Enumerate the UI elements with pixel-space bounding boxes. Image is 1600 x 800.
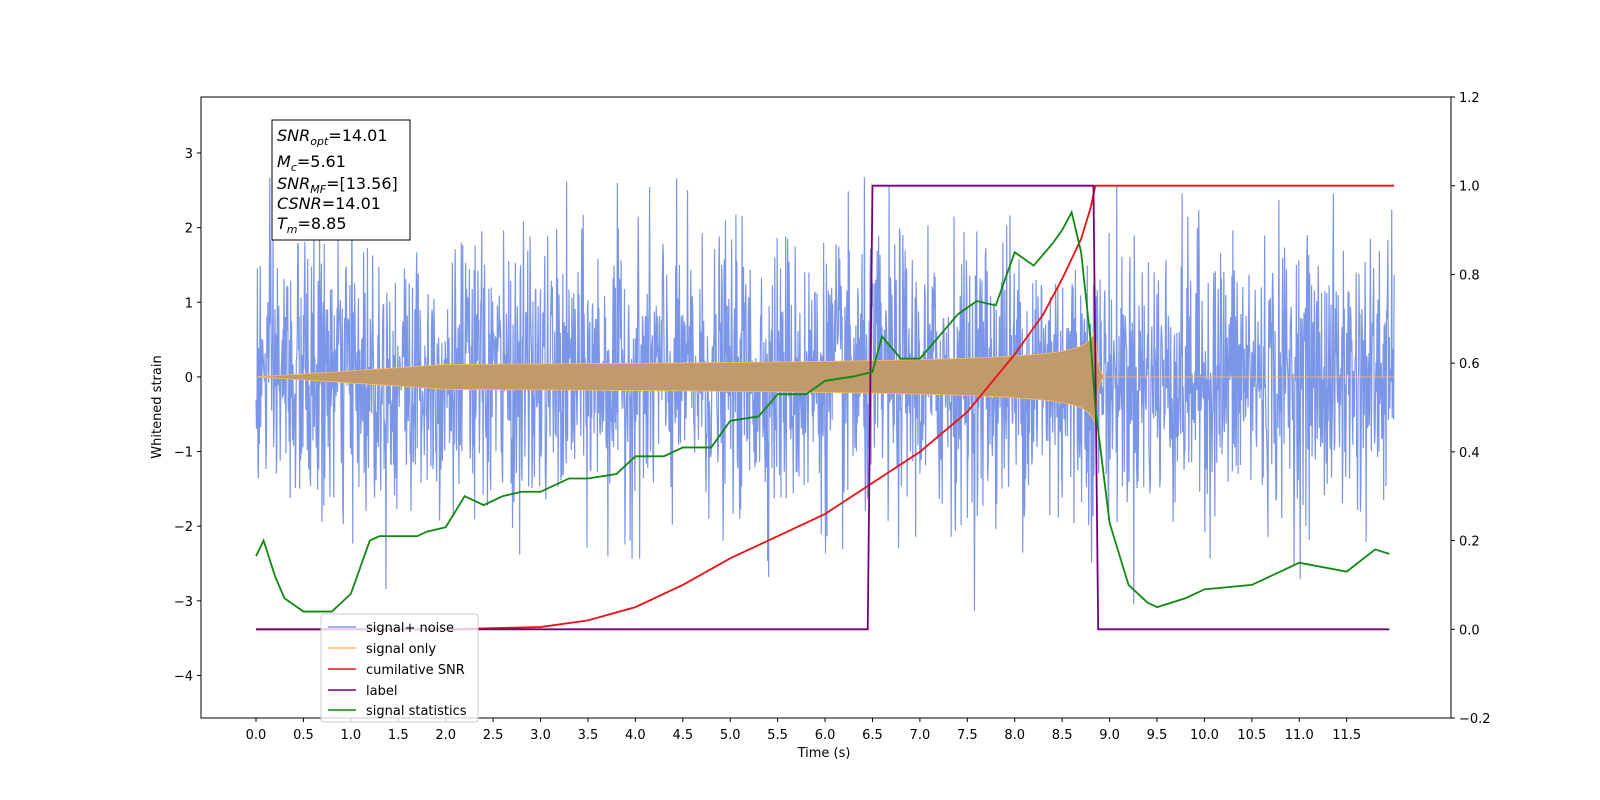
y-tick-label: −4 — [174, 669, 193, 684]
y-tick-label: −3 — [174, 595, 193, 610]
x-tick-label: 5.0 — [720, 728, 741, 743]
x-tick-label: 9.0 — [1099, 728, 1120, 743]
y-axis-left: 3 2 1 0 −1 −2 −3 −4 — [174, 147, 201, 684]
y-tick-label: 2 — [185, 222, 193, 237]
x-tick-label: 1.0 — [341, 728, 362, 743]
y-tick-label: 0 — [185, 371, 193, 386]
y-tick-label: −1 — [174, 446, 193, 461]
x-tick-label: 7.0 — [910, 728, 931, 743]
x-axis-label: Time (s) — [797, 746, 851, 761]
y2-tick-label: 1.0 — [1459, 180, 1480, 195]
x-tick-label: 1.5 — [388, 728, 409, 743]
legend: signal+ noise signal only cumilative SNR… — [320, 613, 479, 723]
annotation-mc: Mc=5.61 — [277, 152, 346, 174]
series-cumulative-snr — [256, 184, 1395, 631]
x-tick-label: 8.5 — [1052, 728, 1073, 743]
x-tick-label: 2.5 — [483, 728, 504, 743]
x-tick-label: 11.0 — [1285, 728, 1314, 743]
y2-tick-label: 0.8 — [1459, 268, 1480, 283]
legend-label-label: label — [366, 684, 397, 699]
y2-tick-label: 0.6 — [1459, 357, 1480, 372]
x-axis: 0.0 0.5 1.0 1.5 2.0 2.5 3.0 3.5 4.0 4.5 5.0 5.5 6.0 6… — [246, 718, 1361, 743]
x-tick-label: 9.5 — [1147, 728, 1168, 743]
y2-tick-label: 0.4 — [1459, 446, 1480, 461]
y-tick-label: 1 — [185, 296, 193, 311]
legend-label-cumulative-snr: cumilative SNR — [366, 663, 465, 678]
x-tick-label: 3.5 — [578, 728, 599, 743]
series-signal-statistics — [255, 209, 1390, 613]
annotation-snr-opt: SNRopt=14.01 — [277, 126, 388, 148]
x-tick-label: 8.0 — [1004, 728, 1025, 743]
x-tick-label: 6.0 — [815, 728, 836, 743]
plot-frame — [200, 96, 1452, 719]
series-signal-only — [255, 330, 1395, 424]
annotation-csnr: CSNR=14.01 — [277, 194, 381, 213]
legend-label-signal-only: signal only — [366, 642, 436, 657]
series-label — [256, 184, 1390, 631]
x-tick-label: 0.5 — [293, 728, 314, 743]
series-signal-noise — [255, 177, 1395, 611]
y-tick-label: 3 — [185, 147, 193, 162]
x-tick-label: 10.5 — [1237, 728, 1266, 743]
y-axis-label: Whitened strain — [150, 355, 165, 458]
annotation-tm: Tm=8.85 — [277, 214, 347, 236]
x-tick-label: 3.0 — [530, 728, 551, 743]
y2-tick-label: 0.0 — [1459, 623, 1480, 638]
x-tick-label: 4.0 — [625, 728, 646, 743]
annotation-box: SNRopt=14.01 Mc=5.61 SNRMF=[13.56] CSNR=… — [271, 119, 411, 241]
annotation-snr-mf: SNRMF=[13.56] — [277, 174, 398, 196]
y2-tick-label: 1.2 — [1459, 91, 1480, 106]
plot-area — [255, 177, 1395, 631]
x-tick-label: 5.5 — [767, 728, 788, 743]
x-tick-label: 6.5 — [862, 728, 883, 743]
y-axis-right: 1.2 1.0 0.8 0.6 0.4 0.2 0.0 −0.2 — [1451, 91, 1491, 727]
legend-label-signal-statistics: signal statistics — [366, 704, 467, 719]
legend-label-signal-noise: signal+ noise — [366, 621, 454, 636]
x-tick-label: 2.0 — [435, 728, 456, 743]
y2-tick-label: −0.2 — [1459, 712, 1491, 727]
x-tick-label: 7.5 — [957, 728, 978, 743]
x-tick-label: 0.0 — [246, 728, 267, 743]
y2-tick-label: 0.2 — [1459, 535, 1480, 550]
x-tick-label: 4.5 — [672, 728, 693, 743]
x-tick-label: 10.0 — [1190, 728, 1219, 743]
y-tick-label: −2 — [174, 520, 193, 535]
x-tick-label: 11.5 — [1332, 728, 1361, 743]
